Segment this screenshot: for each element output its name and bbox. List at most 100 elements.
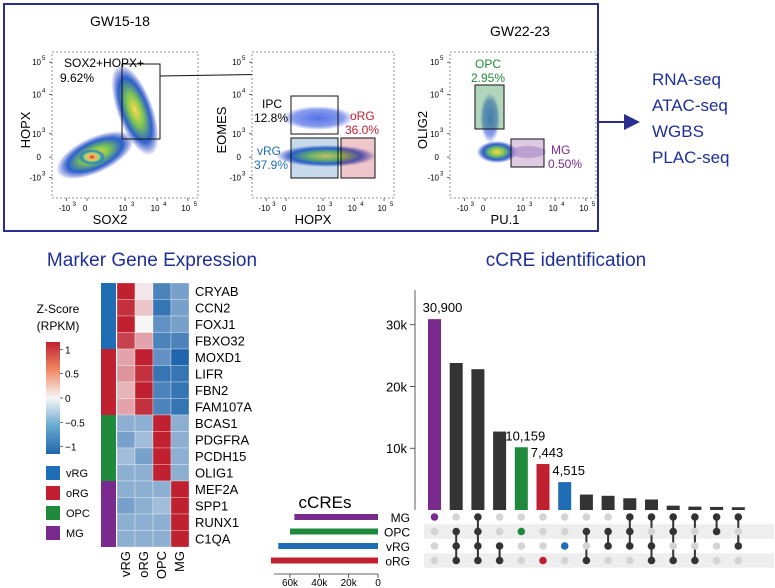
heatmap-cell <box>170 282 190 300</box>
gene-group-bar-org <box>101 382 116 399</box>
x-tick-exponent: 3 <box>272 202 276 208</box>
y-tick-label: 10k <box>386 441 407 456</box>
heatmap-cell <box>116 530 136 548</box>
matrix-dot-filled <box>452 556 461 565</box>
legend-swatch-mg <box>46 526 60 540</box>
heatmap-cell <box>152 513 172 531</box>
gene-label: PCDH15 <box>195 449 246 464</box>
matrix-dot-empty <box>517 542 526 550</box>
matrix-dot-filled <box>582 527 591 536</box>
matrix-dot-filled <box>669 556 677 565</box>
heatmap-column-label: MG <box>172 551 187 572</box>
x-tick-exponent: 3 <box>329 202 333 208</box>
heatmap-cell <box>134 365 154 383</box>
opc-label: OPC <box>475 57 501 71</box>
matrix-dot-filled <box>517 527 526 536</box>
gene-label: FAM107A <box>195 400 252 415</box>
matrix-dot-filled <box>647 542 656 550</box>
y-tick-label: -10 <box>29 174 41 183</box>
heatmap-cell <box>134 315 154 333</box>
intersection-bar <box>558 482 572 510</box>
y-tick-exponent: 3 <box>42 172 46 178</box>
y-tick-exponent: 4 <box>242 88 246 94</box>
heatmap-cell <box>116 365 136 383</box>
x-tick-label: -10 <box>258 204 270 213</box>
x-tick-exponent: 5 <box>194 202 198 208</box>
y-tick-label: 10 <box>32 90 41 99</box>
matrix-dot-filled <box>734 513 743 521</box>
x-tick-exponent: 3 <box>529 202 533 208</box>
intersection-bar <box>623 498 637 510</box>
x-tick-label: 10 <box>549 204 558 213</box>
heatmap-cell <box>116 299 136 317</box>
heatmap-cell <box>116 513 136 531</box>
zscore-tick-label: 1 <box>65 345 71 356</box>
x-tick-label: 10 <box>378 204 387 213</box>
heatmap-cell <box>170 513 190 531</box>
heatmap-cell <box>116 447 136 465</box>
matrix-dot-filled <box>474 513 482 521</box>
matrix-dot-empty <box>517 513 526 521</box>
set-size-tick-label: 0 <box>375 578 381 588</box>
gene-label: FOXJ1 <box>195 317 235 332</box>
heatmap-cell <box>152 299 172 317</box>
intersection-bar <box>601 495 615 510</box>
zscore-legend-title: Z-Score <box>37 302 80 316</box>
heatmap-cell <box>170 299 190 317</box>
heatmap-column-label: vRG <box>118 551 133 577</box>
x-tick-exponent: 3 <box>471 202 475 208</box>
density-cloud-core <box>78 149 106 165</box>
bar-value-label: 10,159 <box>505 428 545 443</box>
heatmap-cell <box>170 414 190 432</box>
axis-label-y: EOMES <box>214 106 229 153</box>
heatmap-cell <box>116 348 136 366</box>
y-tick-label: 10 <box>430 130 439 139</box>
matrix-dot-empty <box>604 513 612 521</box>
gene-group-bar-mg <box>101 530 116 547</box>
set-size-tick-label: 20k <box>341 578 358 588</box>
y-tick-label: 10 <box>232 90 241 99</box>
x-tick-label: 10 <box>579 204 588 213</box>
intersection-bar <box>428 319 441 510</box>
gene-group-bar-mg <box>101 514 116 531</box>
mg-percentage: 0.50% <box>548 157 582 171</box>
matrix-dot-empty <box>691 542 699 550</box>
gate-box-opc <box>474 84 505 130</box>
heatmap-cell <box>152 381 172 399</box>
heatmap-cell <box>170 447 190 465</box>
x-tick-exponent: 5 <box>390 202 394 208</box>
matrix-dot-filled <box>647 513 656 521</box>
zscore-tick-label: −1 <box>65 443 77 454</box>
ipc-percentage: 12.8% <box>254 111 288 125</box>
gene-label: CRYAB <box>195 284 239 299</box>
heatmap-cell <box>152 447 172 465</box>
gene-group-bar-opc <box>101 448 116 465</box>
legend-swatch-org <box>46 486 60 500</box>
assay-atac-seq: ATAC-seq <box>652 96 728 115</box>
heatmap-cell <box>170 398 190 416</box>
matrix-dot-filled <box>669 527 677 536</box>
matrix-dot-filled <box>691 556 699 565</box>
matrix-dot-empty <box>430 542 439 550</box>
intersection-bar <box>493 431 507 510</box>
x-tick-exponent: 3 <box>73 202 77 208</box>
matrix-dot-filled <box>495 542 504 550</box>
intersection-bar <box>514 447 528 510</box>
facs-plot-pu1-olig2: GW22-23 OPC 2.95% MG 0.50% PU.1 OLIG2 -1… <box>415 23 597 227</box>
heatmap-cell <box>152 530 172 548</box>
gate-percentage: 9.62% <box>60 71 94 85</box>
matrix-dot-empty <box>582 513 591 521</box>
y-tick-label: -10 <box>229 174 241 183</box>
zscore-legend-subtitle: (RPKM) <box>37 319 80 333</box>
zscore-colorbar <box>46 342 60 454</box>
matrix-dot-empty <box>495 513 504 521</box>
heatmap-cell <box>170 464 190 482</box>
matrix-dot-empty <box>560 556 569 565</box>
stage-label-gw22-23: GW22-23 <box>490 23 550 39</box>
gene-label: MOXD1 <box>195 350 241 365</box>
heatmap-cell <box>116 381 136 399</box>
matrix-dot-filled <box>626 542 634 550</box>
heatmap-cell <box>152 431 172 449</box>
celltype-legend: vRG oRG OPC MG <box>46 466 90 540</box>
gene-label: PDGFRA <box>195 433 250 448</box>
